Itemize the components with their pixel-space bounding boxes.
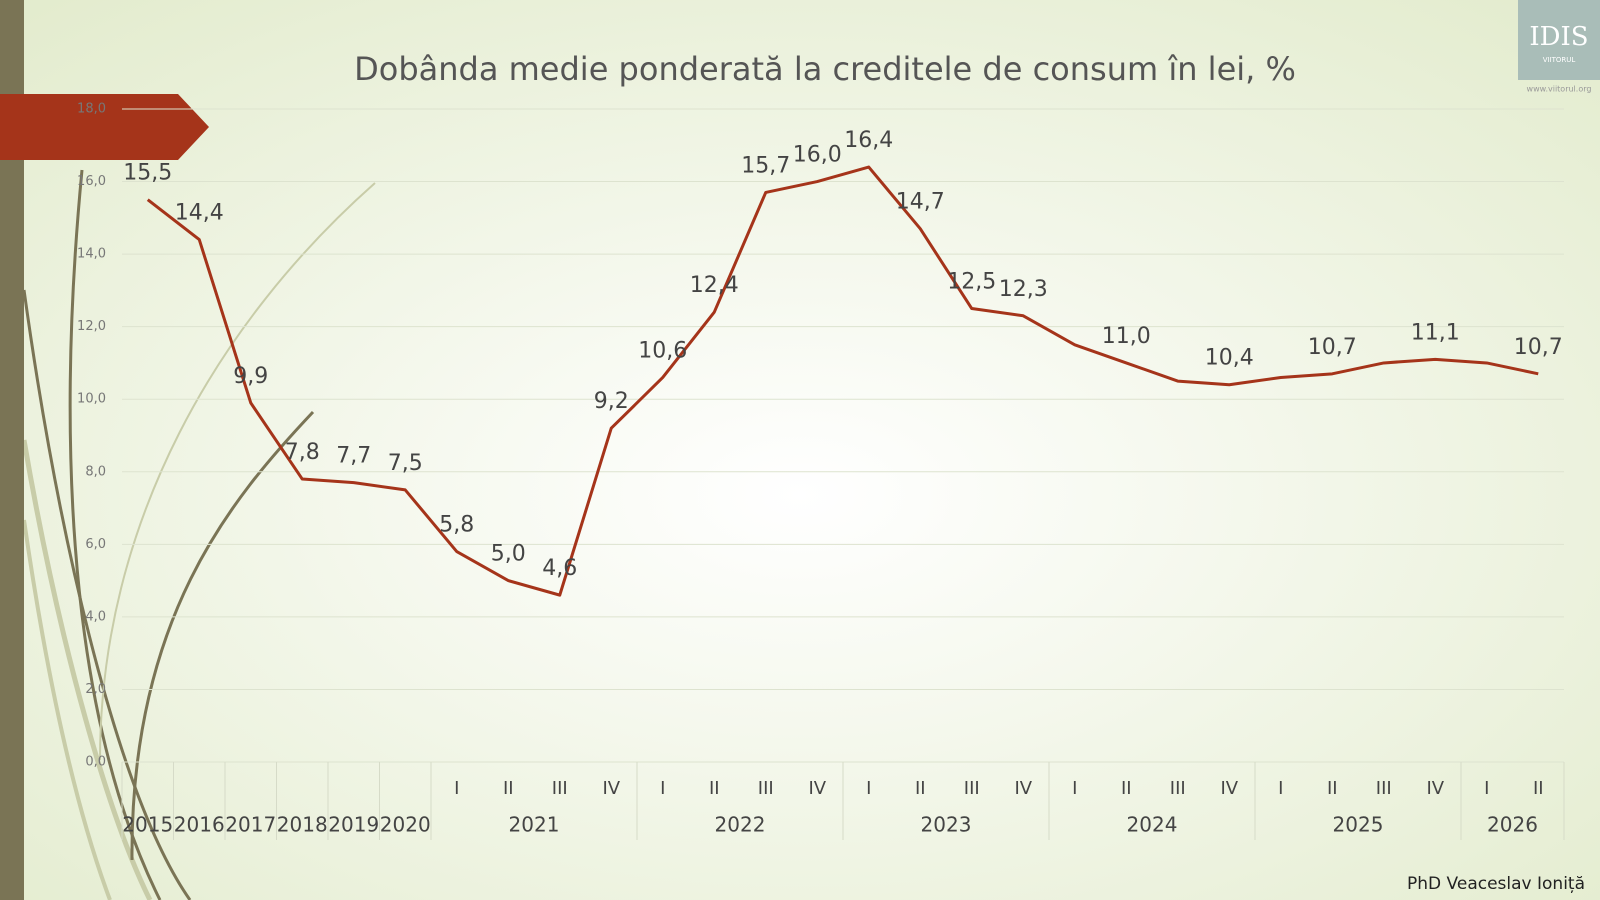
y-tick-label: 4,0 [85, 609, 106, 624]
chart-title: Dobânda medie ponderată la creditele de … [354, 50, 1296, 88]
data-label: 12,5 [947, 270, 996, 295]
data-label: 11,1 [1411, 320, 1460, 345]
data-label: 9,2 [594, 389, 629, 414]
logo-subtitle: VIITORUL [1543, 56, 1576, 64]
x-tick-label: 2020 [380, 813, 431, 837]
x-tick-label: II [1327, 778, 1338, 799]
x-tick-label: IV [1014, 778, 1032, 799]
x-tick-label: I [1484, 778, 1489, 799]
x-tick-label: IV [1426, 778, 1444, 799]
data-label: 9,9 [233, 364, 268, 389]
logo-box [1518, 0, 1600, 80]
x-tick-label: I [866, 778, 871, 799]
data-label: 7,5 [388, 451, 423, 476]
data-label: 14,4 [175, 201, 224, 226]
line [146, 165, 1539, 597]
website: www.viitorul.org [1527, 85, 1592, 94]
x-tick-label: 2015 [122, 813, 173, 837]
data-label: 10,4 [1205, 346, 1254, 371]
x-tick-label: I [454, 778, 459, 799]
x-tick-label: II [915, 778, 926, 799]
data-label: 15,5 [123, 161, 172, 186]
x-tick-label: II [709, 778, 720, 799]
x-group-label: 2026 [1487, 813, 1538, 837]
x-tick-label: IV [1220, 778, 1238, 799]
x-tick-label: III [1376, 778, 1392, 799]
x-tick-label: II [503, 778, 514, 799]
data-label: 10,7 [1514, 335, 1563, 360]
arrow [0, 94, 209, 160]
x-tick-label: 2016 [174, 813, 225, 837]
author: PhD Veaceslav Ioniță [1407, 874, 1585, 894]
y-tick-label: 14,0 [77, 247, 106, 262]
x-group-label: 2022 [715, 813, 766, 837]
data-label: 5,0 [491, 542, 526, 567]
x-tick-label: 2019 [328, 813, 379, 837]
x-tick-label: III [964, 778, 980, 799]
y-tick-label: 18,0 [77, 102, 106, 117]
x-tick-label: 2017 [225, 813, 276, 837]
x-tick-label: III [758, 778, 774, 799]
x-tick-label: I [1072, 778, 1077, 799]
data-label: 10,7 [1308, 335, 1357, 360]
data-label: 16,4 [844, 128, 893, 153]
data-label: 5,8 [439, 513, 474, 538]
x-group-label: 2025 [1333, 813, 1384, 837]
data-label: 16,0 [793, 143, 842, 168]
data-label: 12,3 [999, 277, 1048, 302]
x-tick-label: III [552, 778, 568, 799]
x-tick-label: IV [602, 778, 620, 799]
y-tick-label: 16,0 [77, 174, 106, 189]
x-tick-label: I [1278, 778, 1283, 799]
x-tick-label: I [660, 778, 665, 799]
x-group-label: 2024 [1127, 813, 1178, 837]
x-tick-label: IV [808, 778, 826, 799]
y-tick-label: 8,0 [85, 464, 106, 479]
data-label: 15,7 [741, 153, 790, 178]
y-tick-label: 12,0 [77, 319, 106, 334]
x-group-label: 2023 [921, 813, 972, 837]
data-label: 14,7 [896, 190, 945, 215]
data-label: 7,7 [336, 444, 371, 469]
y-tick-label: 10,0 [77, 392, 106, 407]
x-tick-label: 2018 [277, 813, 328, 837]
x-tick-label: III [1170, 778, 1186, 799]
x-tick-label: II [1121, 778, 1132, 799]
logo-name: IDIS [1529, 22, 1588, 52]
x-tick-label: II [1533, 778, 1544, 799]
data-label: 11,0 [1102, 324, 1151, 349]
data-label: 12,4 [690, 273, 739, 298]
x-group-label: 2021 [509, 813, 560, 837]
decoration [21, 169, 376, 900]
y-tick-label: 2,0 [85, 682, 106, 697]
y-tick-label: 0,0 [85, 755, 106, 770]
data-label: 7,8 [285, 440, 320, 465]
data-label: 10,6 [638, 338, 687, 363]
data-label: 4,6 [542, 556, 577, 581]
y-tick-label: 6,0 [85, 537, 106, 552]
